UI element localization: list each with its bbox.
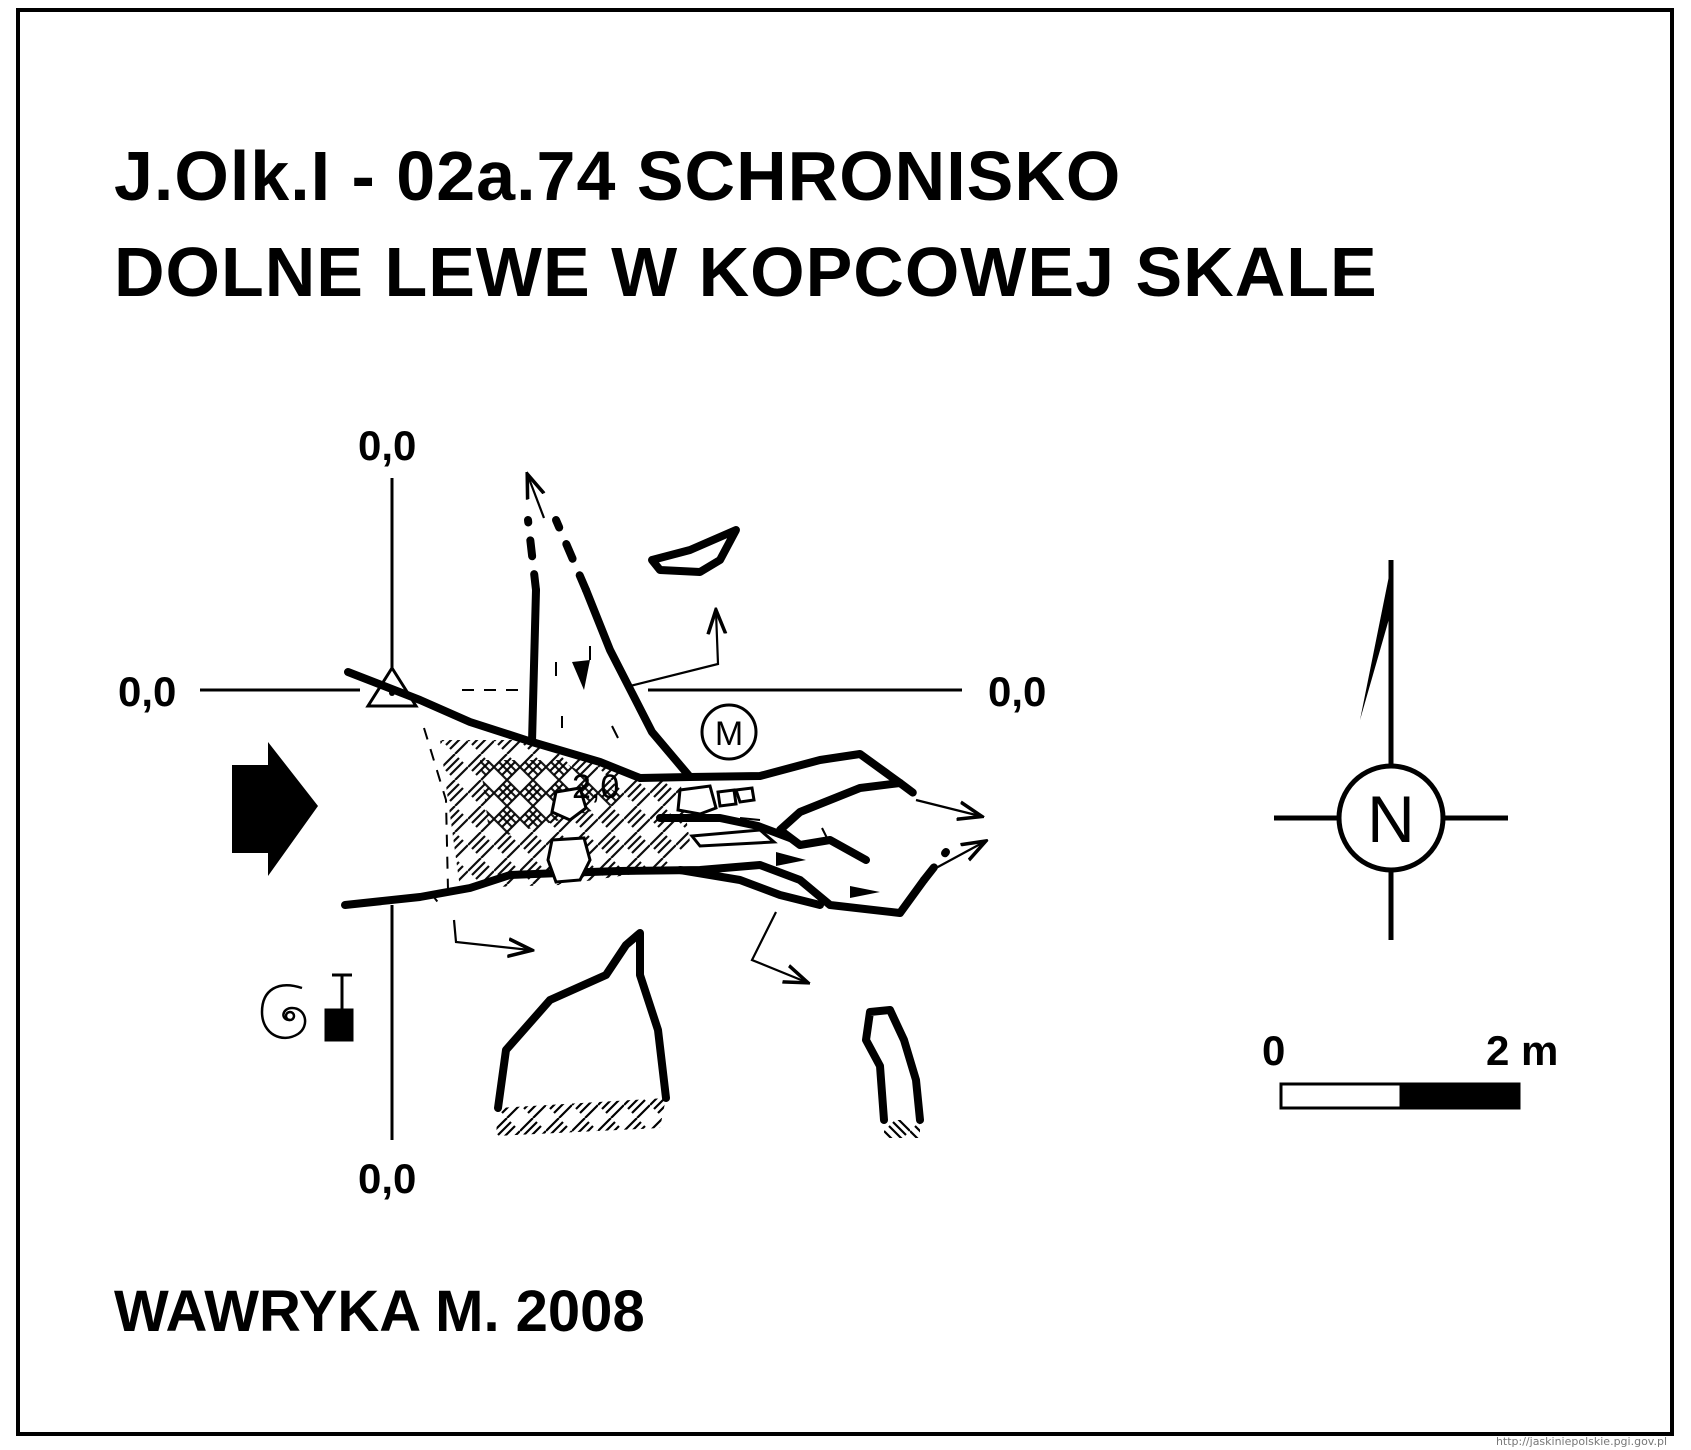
map-frame (16, 8, 1674, 1436)
watermark: http://jaskiniepolskie.pgi.gov.pl (1495, 1435, 1667, 1448)
cave-walls (341, 586, 928, 917)
datum-label-left: 0,0 (118, 668, 177, 715)
datum-label-right: 0,0 (988, 668, 1047, 715)
datum-label-bottom: 0,0 (358, 1155, 417, 1202)
dashed-walls (524, 516, 950, 884)
datum-label-top: 0,0 (358, 422, 417, 469)
map-title: J.Olk.I - 02a.74 SCHRONISKO DOLNE LEWE W… (114, 128, 1378, 320)
compass-north-icon (1274, 560, 1508, 940)
title-line-2: DOLNE LEWE W KOPCOWEJ SKALE (114, 233, 1378, 311)
spiral-icon (260, 984, 307, 1040)
author-credit: WAWRYKA M. 2008 (114, 1279, 645, 1344)
north-label: N (1367, 782, 1415, 856)
rock-outlines (494, 526, 924, 1124)
title-line-1: J.Olk.I - 02a.74 SCHRONISKO (114, 137, 1122, 215)
passage-arrows (452, 476, 984, 982)
scale-label-end: 2 m (1486, 1027, 1559, 1074)
datum-cross (200, 478, 962, 1140)
entrance-arrow-icon (232, 742, 318, 876)
hammer-icon (324, 973, 354, 1042)
scale-bar-icon (1279, 1082, 1521, 1110)
scale-label-start: 0 (1262, 1027, 1286, 1074)
rock-blocks (546, 784, 778, 884)
marker-m-label: M (715, 715, 743, 753)
floor-depth-label: 2,0 (572, 768, 619, 806)
